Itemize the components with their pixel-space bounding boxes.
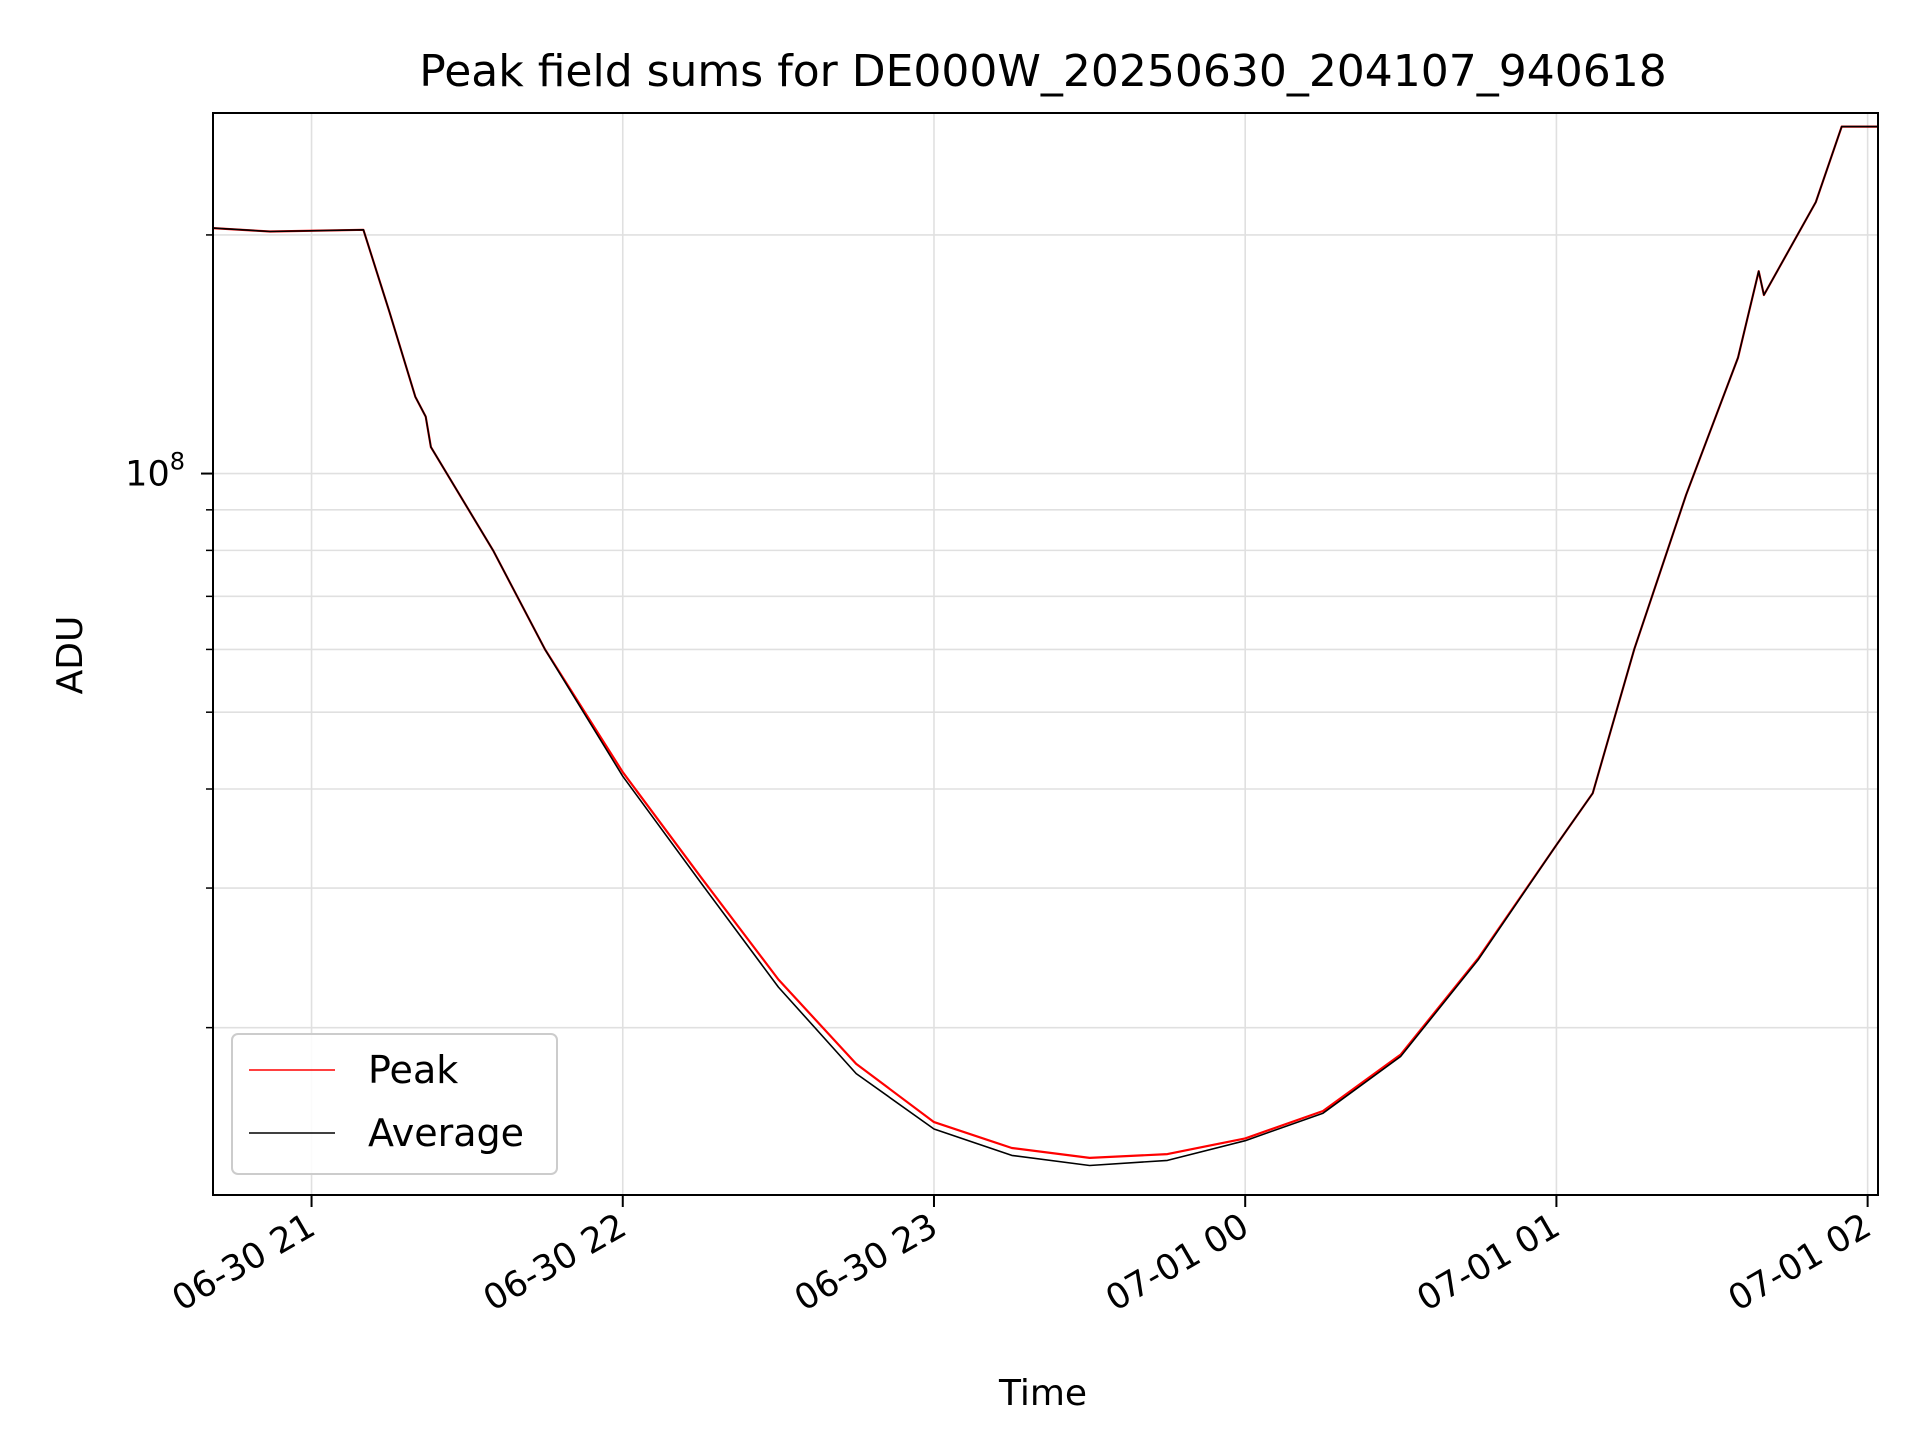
y-tick-label: 108 [125,448,185,495]
series-layer [213,125,1878,1167]
y-axis-label: ADU [50,616,91,695]
plot-frame [212,112,1879,1196]
chart-title: Peak field sums for DE000W_20250630_2041… [419,46,1667,97]
x-axis-label: Time [998,1373,1087,1414]
grid [213,113,1878,1195]
legend-label-average: Average [368,1111,524,1155]
series-line-average [213,125,1878,1167]
legend-label-peak: Peak [368,1048,458,1092]
legend-box [231,1033,558,1175]
legend: Peak Average [231,1033,558,1175]
